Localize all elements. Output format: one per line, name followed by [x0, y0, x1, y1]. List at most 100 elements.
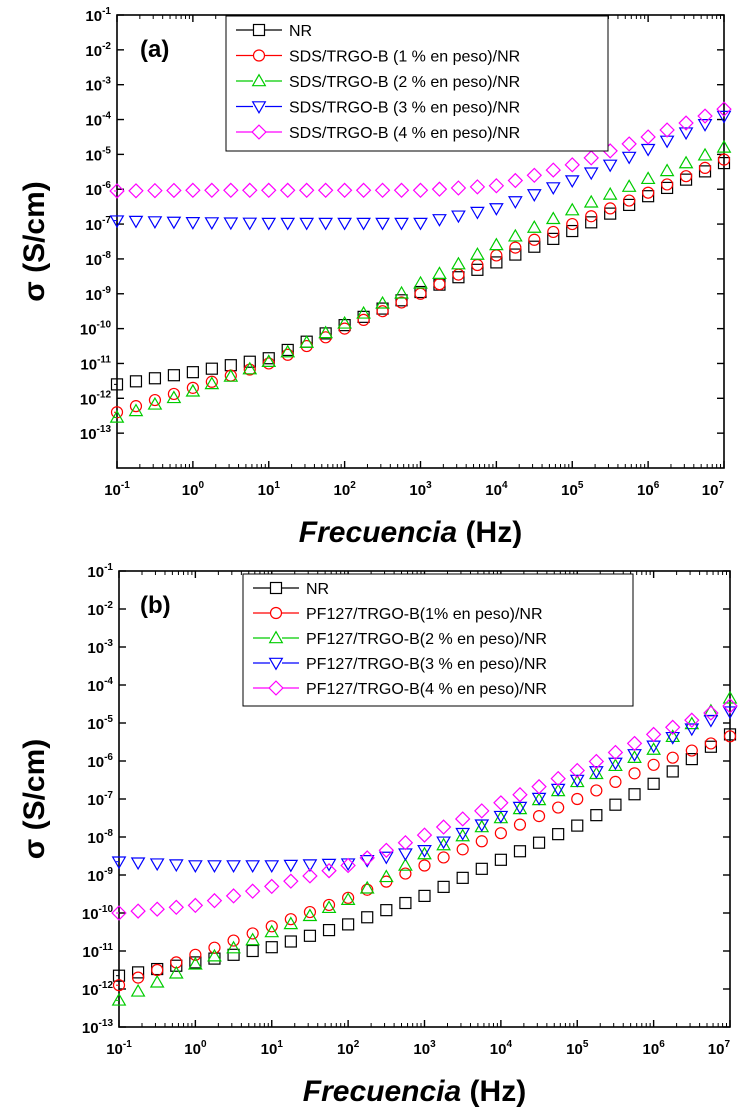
y-tick-label: 10-1 [87, 562, 113, 581]
data-point [399, 867, 412, 880]
x-tick-label: 10-1 [106, 1039, 132, 1058]
y-tick-label: 10-3 [87, 638, 113, 657]
data-point [361, 883, 374, 896]
data-point [645, 726, 662, 743]
data-point [436, 836, 451, 850]
data-point [359, 850, 375, 866]
data-point [186, 381, 199, 394]
legend-gap [253, 23, 265, 37]
data-point [602, 186, 618, 200]
y-tick-label: 10-11 [80, 354, 111, 373]
legend-marker [268, 630, 284, 644]
legend-label: SDS/TRGO-B (2 % en peso)/NR [289, 74, 520, 91]
data-point [166, 390, 182, 404]
panel-label: (a) [140, 36, 169, 63]
x-axis-title: Frecuencia (Hz) [303, 1075, 526, 1108]
data-point [646, 742, 661, 755]
data-point [493, 795, 509, 811]
legend-gap [270, 631, 282, 645]
data-point [394, 285, 409, 299]
legend-label: SDS/TRGO-B (3 % en peso)/NR [289, 100, 520, 117]
data-point [284, 913, 297, 926]
data-point [678, 115, 694, 131]
data-point [664, 719, 681, 735]
data-point [432, 266, 447, 280]
legend-gap [270, 606, 282, 620]
legend-label: SDS/TRGO-B (4 % en peso)/NR [289, 125, 520, 142]
data-point [242, 361, 258, 375]
data-point [659, 122, 675, 138]
series-4 [111, 706, 738, 874]
data-point [398, 857, 413, 871]
data-point [564, 157, 580, 173]
data-point [189, 948, 202, 961]
data-point [361, 911, 374, 924]
data-point [130, 983, 146, 997]
data-point [208, 941, 221, 954]
data-point [431, 181, 448, 197]
data-point [302, 868, 318, 884]
data-point [604, 202, 617, 215]
data-point [128, 215, 144, 229]
legend-gap [253, 74, 265, 88]
data-point [205, 375, 218, 388]
data-point [494, 827, 507, 840]
data-point [531, 778, 547, 795]
data-point [223, 182, 239, 198]
data-point [550, 770, 566, 787]
legend-label: PF127/TRGO-B(2 % en peso)/NR [306, 631, 547, 648]
data-point [226, 860, 241, 874]
data-point [185, 217, 201, 230]
data-point [583, 194, 599, 208]
legend-box [225, 15, 609, 152]
data-point [303, 905, 317, 919]
data-point [469, 179, 486, 195]
x-tick-label: 103 [409, 480, 432, 499]
data-point [375, 217, 390, 231]
data-point [242, 217, 258, 231]
data-point [571, 819, 584, 832]
data-point [223, 369, 239, 382]
x-tick-label: 105 [561, 480, 584, 499]
y-tick-label: 10-3 [85, 76, 111, 95]
data-point [393, 182, 410, 198]
data-point [470, 206, 485, 220]
data-point [722, 690, 738, 704]
series-5 [111, 698, 738, 921]
data-point [111, 905, 127, 921]
data-point [395, 296, 408, 309]
data-point [322, 923, 336, 937]
data-point [166, 182, 182, 199]
y-tick-label: 10-12 [82, 980, 114, 999]
legend: NR SDS/TRGO-B (1 % en peso)/NR SDS/TRGO-B … [225, 15, 609, 152]
data-point [246, 927, 259, 940]
data-point [280, 344, 296, 358]
data-point [283, 873, 299, 889]
data-point [357, 313, 370, 327]
data-point [337, 315, 352, 329]
data-point [128, 403, 144, 417]
data-point [684, 723, 700, 737]
data-point [697, 147, 713, 161]
data-point [302, 859, 318, 873]
data-point [356, 217, 371, 231]
data-point [227, 934, 240, 947]
data-point [262, 357, 275, 370]
y-tick-label: 10-10 [80, 320, 112, 339]
x-tick-label: 104 [490, 1039, 513, 1058]
data-point [280, 217, 296, 231]
data-point [470, 247, 485, 260]
data-point [261, 217, 277, 231]
data-point [703, 714, 719, 728]
data-point [545, 162, 562, 178]
data-point [455, 827, 471, 841]
data-point [697, 108, 713, 124]
data-point [452, 271, 465, 284]
data-point [412, 182, 429, 198]
data-point [564, 175, 580, 189]
data-point [703, 705, 719, 721]
data-point [147, 182, 163, 199]
data-point [507, 196, 523, 209]
data-point [585, 210, 598, 223]
data-point [318, 325, 334, 339]
